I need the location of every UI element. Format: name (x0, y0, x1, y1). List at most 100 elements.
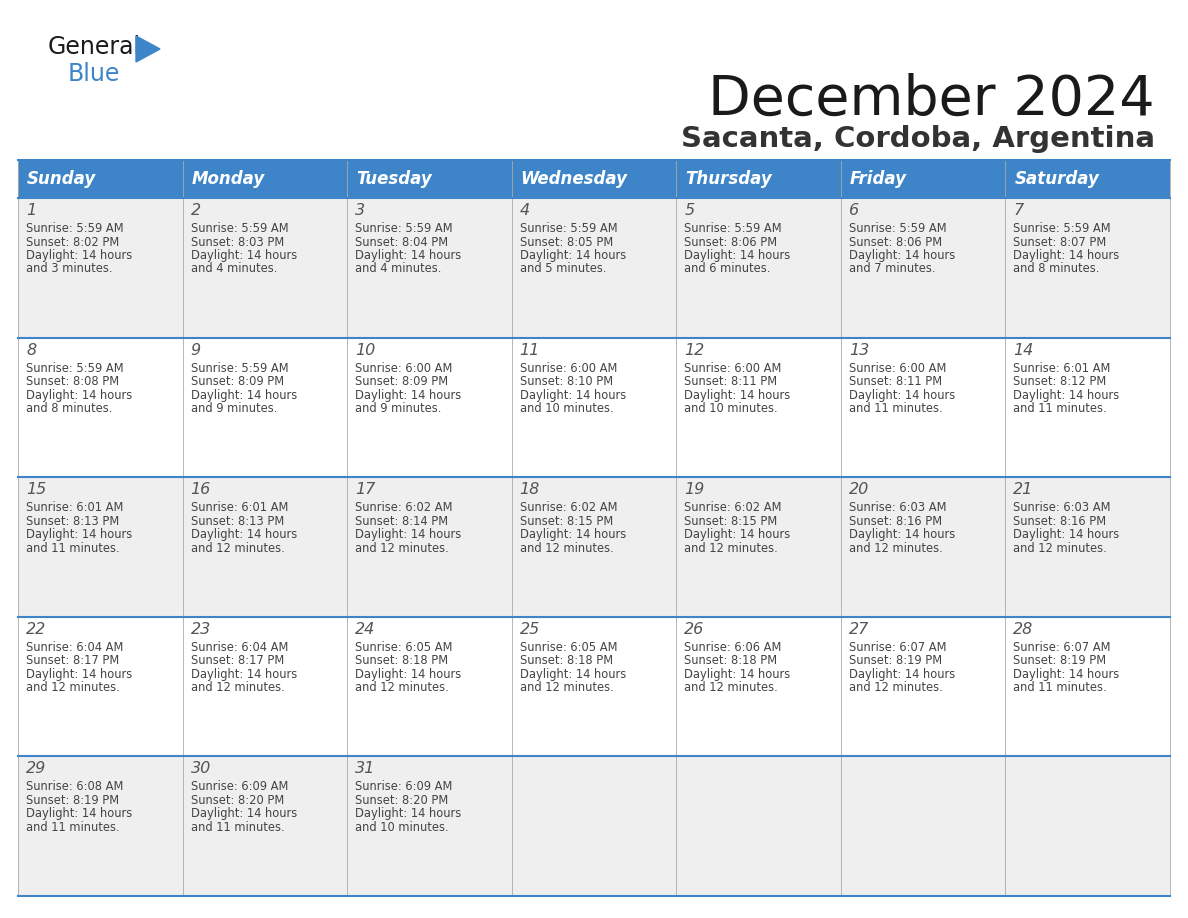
Text: Sunrise: 6:02 AM: Sunrise: 6:02 AM (519, 501, 618, 514)
Text: Daylight: 14 hours: Daylight: 14 hours (849, 388, 955, 401)
Text: Sunset: 8:18 PM: Sunset: 8:18 PM (355, 655, 448, 667)
Text: Tuesday: Tuesday (356, 170, 432, 188)
Polygon shape (135, 36, 160, 62)
Text: Sunrise: 6:08 AM: Sunrise: 6:08 AM (26, 780, 124, 793)
Text: Sunset: 8:18 PM: Sunset: 8:18 PM (684, 655, 777, 667)
Text: Daylight: 14 hours: Daylight: 14 hours (1013, 388, 1119, 401)
Text: 30: 30 (190, 761, 210, 777)
Text: General: General (48, 35, 141, 59)
Text: 24: 24 (355, 621, 375, 637)
Text: 9: 9 (190, 342, 201, 358)
Text: Sunday: Sunday (27, 170, 96, 188)
Text: and 10 minutes.: and 10 minutes. (519, 402, 613, 415)
Text: and 6 minutes.: and 6 minutes. (684, 263, 771, 275)
Text: Daylight: 14 hours: Daylight: 14 hours (355, 808, 461, 821)
Text: Daylight: 14 hours: Daylight: 14 hours (684, 388, 790, 401)
Bar (18, 198, 1170, 338)
Text: 13: 13 (849, 342, 870, 358)
Text: Sunrise: 6:03 AM: Sunrise: 6:03 AM (1013, 501, 1111, 514)
Text: Sunrise: 6:07 AM: Sunrise: 6:07 AM (849, 641, 947, 654)
Text: and 12 minutes.: and 12 minutes. (849, 542, 942, 554)
Text: Sunset: 8:03 PM: Sunset: 8:03 PM (190, 236, 284, 249)
Text: and 11 minutes.: and 11 minutes. (1013, 402, 1107, 415)
Text: Sunset: 8:19 PM: Sunset: 8:19 PM (1013, 655, 1106, 667)
Text: Sunrise: 6:01 AM: Sunrise: 6:01 AM (190, 501, 287, 514)
Text: Sunrise: 6:00 AM: Sunrise: 6:00 AM (684, 362, 782, 375)
Text: 4: 4 (519, 203, 530, 218)
Text: 23: 23 (190, 621, 210, 637)
Text: Sunset: 8:18 PM: Sunset: 8:18 PM (519, 655, 613, 667)
Text: 29: 29 (26, 761, 46, 777)
Text: and 12 minutes.: and 12 minutes. (190, 681, 284, 694)
Text: and 11 minutes.: and 11 minutes. (190, 821, 284, 834)
Text: Daylight: 14 hours: Daylight: 14 hours (519, 388, 626, 401)
Text: and 12 minutes.: and 12 minutes. (519, 681, 613, 694)
Text: Sunrise: 6:02 AM: Sunrise: 6:02 AM (355, 501, 453, 514)
Text: Daylight: 14 hours: Daylight: 14 hours (355, 667, 461, 681)
Text: 16: 16 (190, 482, 210, 498)
Text: 17: 17 (355, 482, 375, 498)
Text: Sunrise: 6:05 AM: Sunrise: 6:05 AM (355, 641, 453, 654)
Text: and 3 minutes.: and 3 minutes. (26, 263, 113, 275)
Text: and 11 minutes.: and 11 minutes. (26, 821, 120, 834)
Text: Sunrise: 6:04 AM: Sunrise: 6:04 AM (190, 641, 287, 654)
Text: 19: 19 (684, 482, 704, 498)
Text: Daylight: 14 hours: Daylight: 14 hours (684, 528, 790, 542)
Text: Daylight: 14 hours: Daylight: 14 hours (684, 667, 790, 681)
Text: Daylight: 14 hours: Daylight: 14 hours (190, 667, 297, 681)
Text: Daylight: 14 hours: Daylight: 14 hours (519, 249, 626, 262)
Text: 31: 31 (355, 761, 375, 777)
Text: Sunset: 8:05 PM: Sunset: 8:05 PM (519, 236, 613, 249)
Text: Daylight: 14 hours: Daylight: 14 hours (190, 528, 297, 542)
Text: and 9 minutes.: and 9 minutes. (355, 402, 442, 415)
Text: Daylight: 14 hours: Daylight: 14 hours (355, 528, 461, 542)
Text: Sunrise: 6:01 AM: Sunrise: 6:01 AM (26, 501, 124, 514)
Text: and 12 minutes.: and 12 minutes. (849, 681, 942, 694)
Text: Daylight: 14 hours: Daylight: 14 hours (849, 249, 955, 262)
Text: 3: 3 (355, 203, 365, 218)
Bar (18, 477, 1170, 617)
Text: Daylight: 14 hours: Daylight: 14 hours (1013, 528, 1119, 542)
Text: Sunrise: 5:59 AM: Sunrise: 5:59 AM (1013, 222, 1111, 235)
Text: Daylight: 14 hours: Daylight: 14 hours (26, 808, 132, 821)
Text: Sunset: 8:10 PM: Sunset: 8:10 PM (519, 375, 613, 388)
Text: and 8 minutes.: and 8 minutes. (1013, 263, 1100, 275)
Text: Daylight: 14 hours: Daylight: 14 hours (684, 249, 790, 262)
Text: Saturday: Saturday (1015, 170, 1099, 188)
Text: and 12 minutes.: and 12 minutes. (355, 542, 449, 554)
Text: Sunrise: 5:59 AM: Sunrise: 5:59 AM (190, 362, 289, 375)
Text: and 9 minutes.: and 9 minutes. (190, 402, 277, 415)
Text: Sacanta, Cordoba, Argentina: Sacanta, Cordoba, Argentina (681, 125, 1155, 153)
Text: Sunrise: 6:01 AM: Sunrise: 6:01 AM (1013, 362, 1111, 375)
Text: and 10 minutes.: and 10 minutes. (684, 402, 778, 415)
Text: 27: 27 (849, 621, 870, 637)
Text: 22: 22 (26, 621, 46, 637)
Text: Daylight: 14 hours: Daylight: 14 hours (190, 249, 297, 262)
Text: and 12 minutes.: and 12 minutes. (684, 542, 778, 554)
Text: and 11 minutes.: and 11 minutes. (26, 542, 120, 554)
Text: Sunrise: 6:00 AM: Sunrise: 6:00 AM (355, 362, 453, 375)
Text: Sunset: 8:09 PM: Sunset: 8:09 PM (190, 375, 284, 388)
Text: Sunset: 8:17 PM: Sunset: 8:17 PM (190, 655, 284, 667)
Text: and 4 minutes.: and 4 minutes. (355, 263, 442, 275)
Text: Sunrise: 6:02 AM: Sunrise: 6:02 AM (684, 501, 782, 514)
Text: and 8 minutes.: and 8 minutes. (26, 402, 113, 415)
Text: 25: 25 (519, 621, 541, 637)
Text: Daylight: 14 hours: Daylight: 14 hours (849, 667, 955, 681)
Text: Daylight: 14 hours: Daylight: 14 hours (519, 528, 626, 542)
Text: Sunrise: 6:06 AM: Sunrise: 6:06 AM (684, 641, 782, 654)
Text: Daylight: 14 hours: Daylight: 14 hours (190, 808, 297, 821)
Text: Sunrise: 6:00 AM: Sunrise: 6:00 AM (519, 362, 617, 375)
Text: Sunrise: 5:59 AM: Sunrise: 5:59 AM (26, 222, 124, 235)
Text: Sunset: 8:04 PM: Sunset: 8:04 PM (355, 236, 448, 249)
Text: Sunrise: 6:09 AM: Sunrise: 6:09 AM (355, 780, 453, 793)
Text: Sunset: 8:14 PM: Sunset: 8:14 PM (355, 515, 448, 528)
Text: Friday: Friday (849, 170, 906, 188)
Text: Monday: Monday (191, 170, 265, 188)
Text: Daylight: 14 hours: Daylight: 14 hours (26, 388, 132, 401)
Text: and 7 minutes.: and 7 minutes. (849, 263, 935, 275)
Text: Wednesday: Wednesday (520, 170, 627, 188)
Text: Thursday: Thursday (685, 170, 772, 188)
Text: Sunset: 8:02 PM: Sunset: 8:02 PM (26, 236, 119, 249)
Text: and 12 minutes.: and 12 minutes. (26, 681, 120, 694)
